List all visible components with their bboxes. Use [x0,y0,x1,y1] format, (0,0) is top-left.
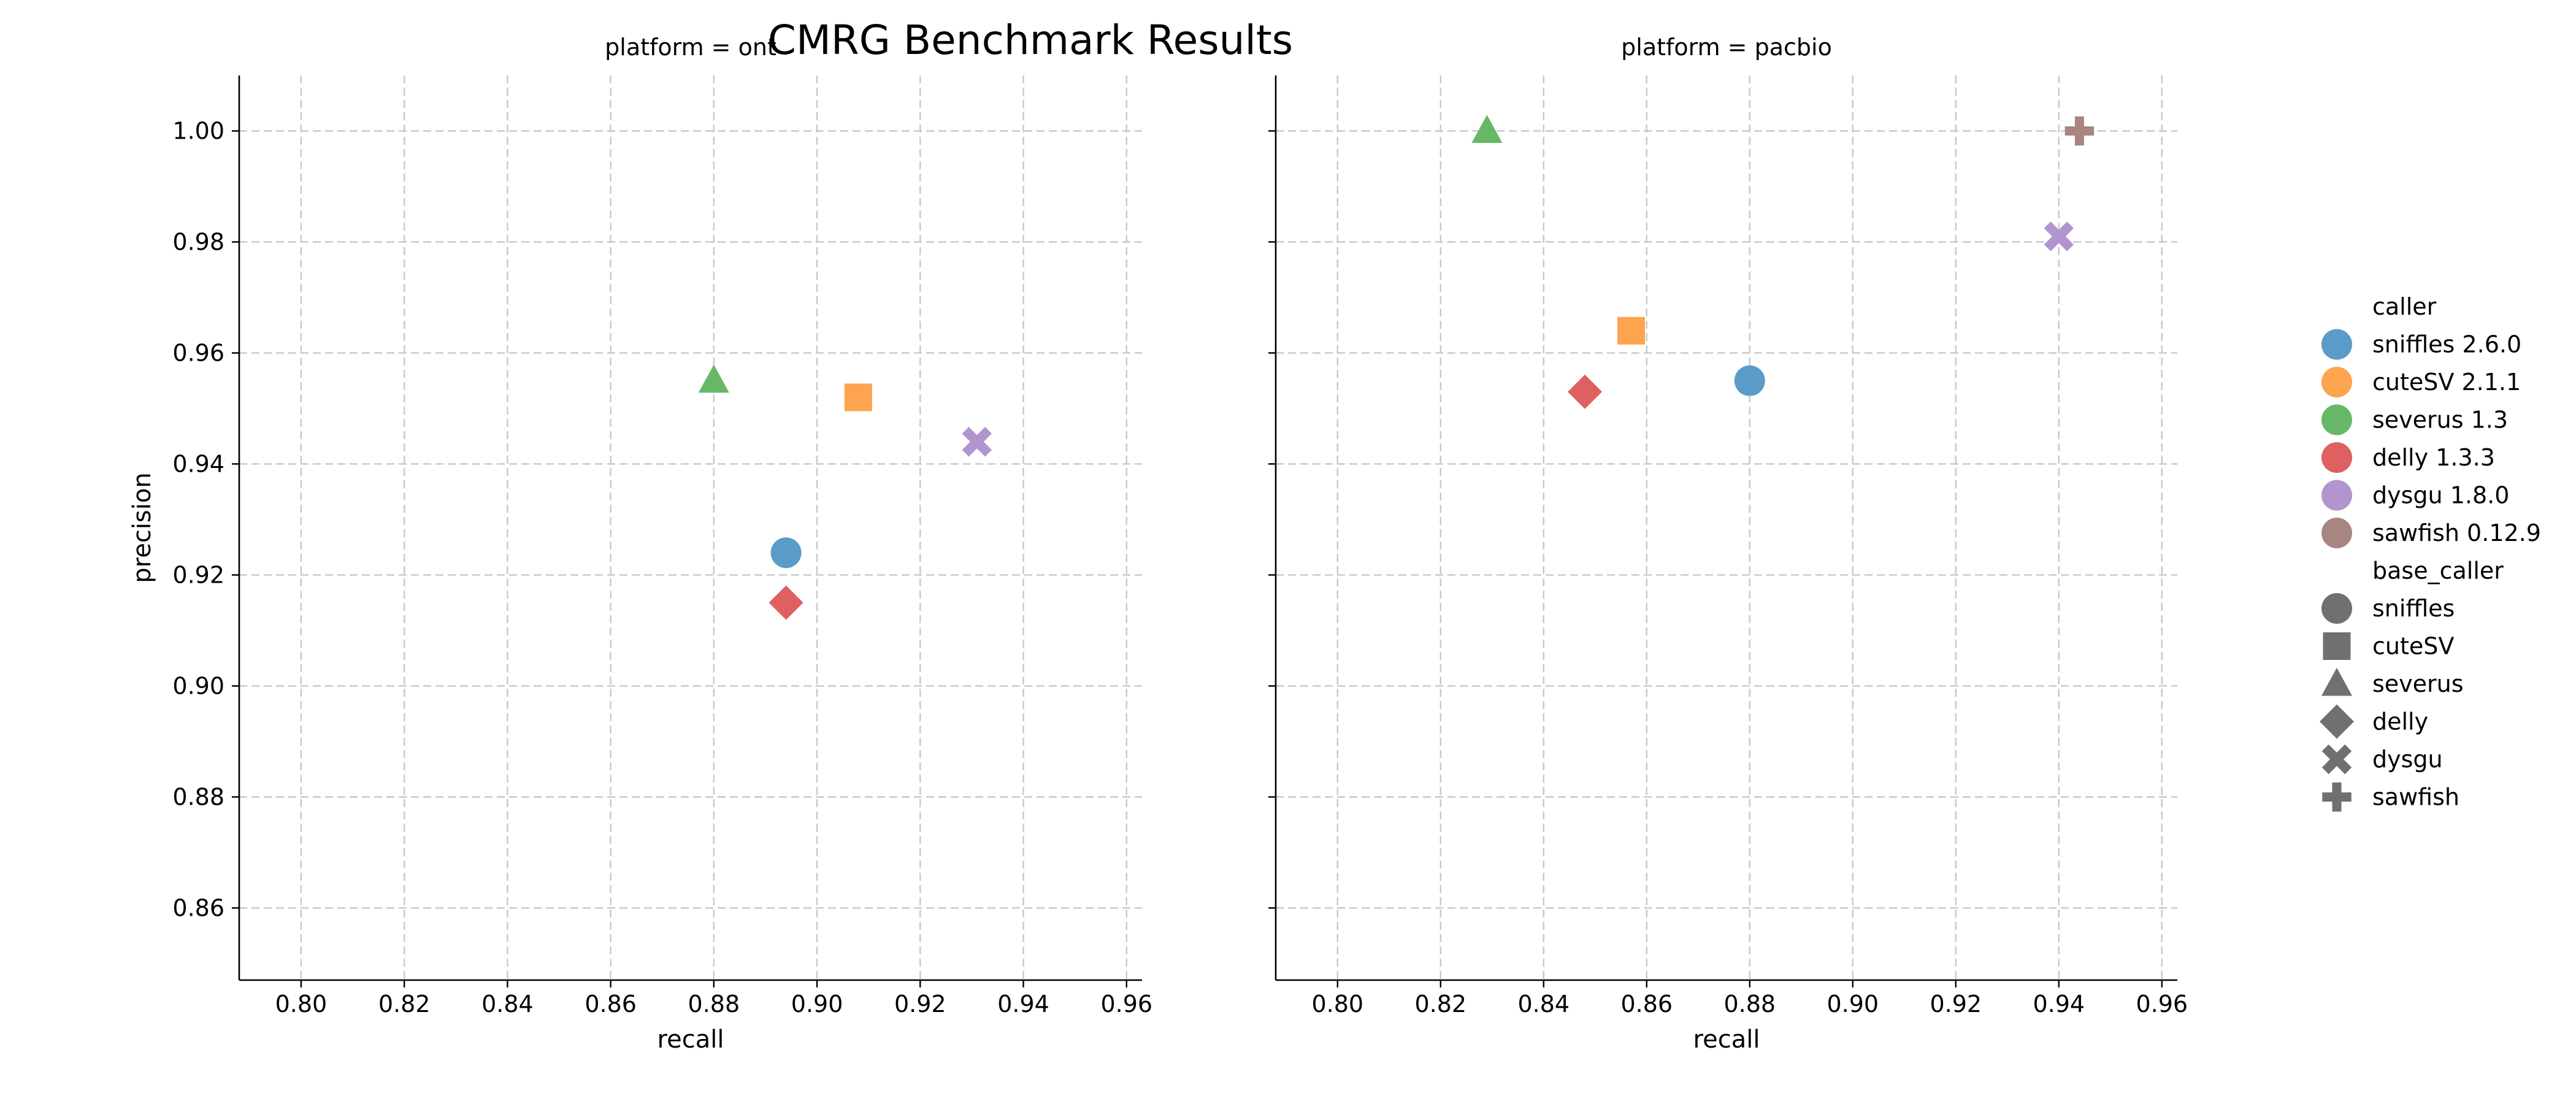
panel-title: platform = pacbio [1621,34,1832,61]
point-delly-1-3-3 [1568,374,1602,409]
legend-marker-base-delly [2320,704,2354,739]
panel-1: 0.80 0.82 0.84 0.86 0.88 0.90 0.92 0.94 0.96 0.86… [128,34,1152,1054]
x-tick-label: 0.88 [688,991,740,1018]
panel-title: platform = ont [605,34,776,61]
legend-marker-delly-1-3-3 [2321,442,2352,473]
legend-label-sniffles-2-6-0: sniffles 2.6.0 [2372,331,2521,358]
legend-label-cutesv-2-1-1: cuteSV 2.1.1 [2372,369,2521,396]
x-tick-label: 0.86 [1620,991,1673,1018]
legend-marker-sniffles-2-6-0 [2321,329,2352,360]
legend-marker-sawfish-0-12-9 [2321,518,2352,548]
x-tick-label: 0.92 [894,991,946,1018]
x-tick-label: 0.80 [275,991,328,1018]
x-tick-label: 0.86 [585,991,637,1018]
legend-label-base-sniffles: sniffles [2372,595,2455,622]
legend-label-base-cutesv: cuteSV [2372,633,2454,660]
x-tick-label: 0.94 [2033,991,2085,1018]
x-tick-label: 0.80 [1311,991,1363,1018]
y-tick-label: 0.96 [172,339,224,366]
x-tick-label: 0.82 [1414,991,1466,1018]
point-dysgu-1-8-0 [2044,221,2074,251]
legend-label-sawfish-0-12-9: sawfish 0.12.9 [2372,519,2541,546]
legend-title-caller: caller [2372,293,2437,320]
y-axis-label: precision [128,472,156,583]
x-tick-label: 0.96 [2136,991,2188,1018]
legend-marker-base-cutesv [2323,632,2351,660]
x-tick-label: 0.92 [1930,991,1982,1018]
legend-marker-cutesv-2-1-1 [2321,367,2352,397]
x-tick-label: 0.84 [1517,991,1570,1018]
y-tick-label: 0.94 [172,450,224,477]
x-tick-label: 0.82 [378,991,431,1018]
legend-marker-base-severus [2321,667,2352,696]
legend-title-base-caller: base_caller [2372,558,2504,585]
y-tick-label: 0.98 [172,228,224,255]
legend-marker-base-sawfish [2322,782,2352,812]
y-tick-label: 0.88 [172,783,224,810]
panel-2: 0.80 0.82 0.84 0.86 0.88 0.90 0.92 0.94 0.96 plat… [1268,34,2188,1054]
legend-marker-base-dysgu [2321,744,2352,775]
legend-marker-base-sniffles [2321,593,2352,624]
x-tick-label: 0.96 [1100,991,1152,1018]
point-severus-1-3 [698,364,729,393]
point-delly-1-3-3 [769,585,803,620]
legend-label-base-severus: severus [2372,670,2464,697]
x-tick-label: 0.88 [1723,991,1776,1018]
x-tick-label: 0.90 [791,991,843,1018]
legend: caller sniffles 2.6.0 cuteSV 2.1.1 severus … [2320,293,2541,812]
panels-layer: 0.80 0.82 0.84 0.86 0.88 0.90 0.92 0.94 0.96 0.86… [128,34,2188,1054]
y-tick-label: 0.90 [172,672,224,699]
point-dysgu-1-8-0 [962,427,992,457]
point-cutesv-2-1-1 [844,383,872,412]
data-points [1471,115,2095,409]
point-severus-1-3 [1471,115,1503,143]
x-tick-label: 0.84 [481,991,534,1018]
point-cutesv-2-1-1 [1617,316,1646,345]
legend-label-base-dysgu: dysgu [2372,746,2443,773]
point-sniffles-2-6-0 [770,537,802,569]
y-tick-label: 1.00 [172,117,224,144]
grid [239,75,1142,980]
point-sawfish-0-12-9 [2064,116,2095,146]
legend-label-base-sawfish: sawfish [2372,784,2459,811]
x-tick-label: 0.90 [1827,991,1879,1018]
data-points [698,364,992,620]
x-axis-label: recall [1693,1025,1760,1054]
legend-marker-severus-1-3 [2321,404,2352,435]
legend-label-base-delly: delly [2372,708,2428,735]
y-tick-label: 0.86 [172,894,224,921]
legend-label-dysgu-1-8-0: dysgu 1.8.0 [2372,482,2509,509]
legend-label-delly-1-3-3: delly 1.3.3 [2372,444,2495,471]
y-tick-label: 0.92 [172,561,224,588]
grid [1276,75,2177,980]
x-tick-label: 0.94 [997,991,1049,1018]
chart-title: CMRG Benchmark Results [768,17,1293,64]
point-sniffles-2-6-0 [1734,365,1765,396]
legend-label-severus-1-3: severus 1.3 [2372,407,2508,434]
x-axis-label: recall [657,1025,724,1054]
legend-marker-dysgu-1-8-0 [2321,480,2352,511]
